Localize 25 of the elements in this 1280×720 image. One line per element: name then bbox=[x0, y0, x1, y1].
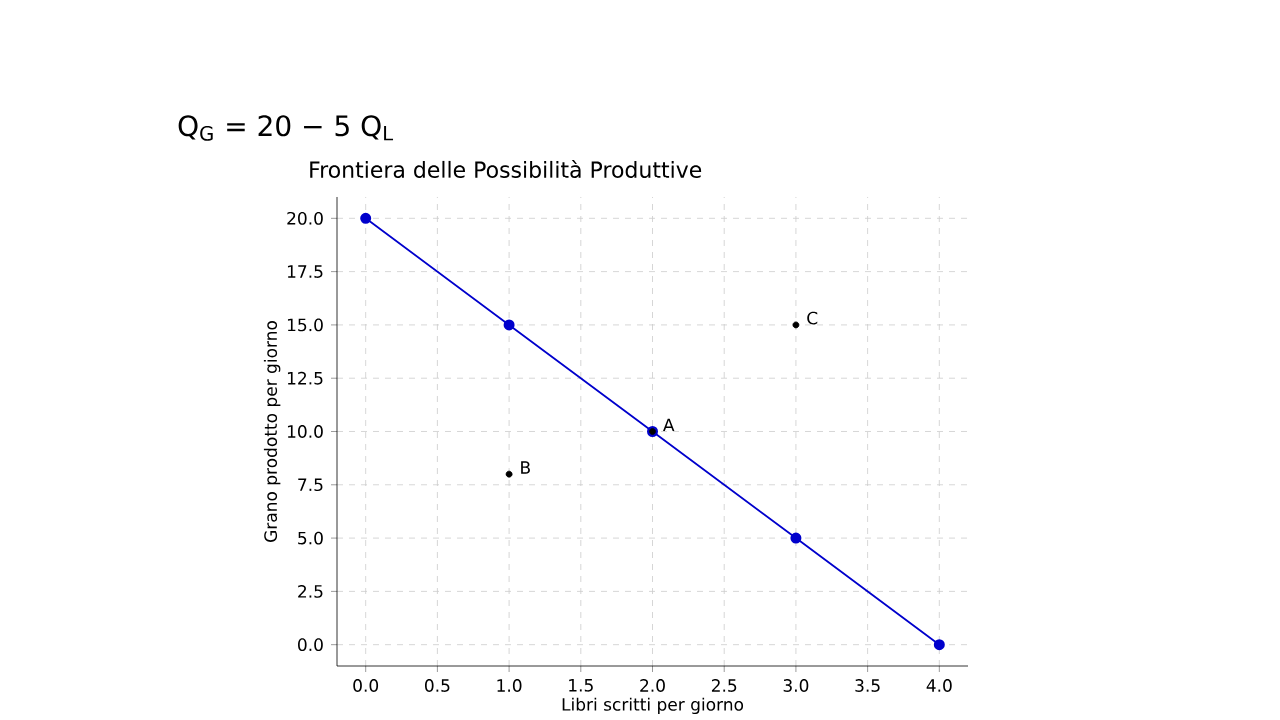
y-tick-label: 17.5 bbox=[287, 265, 323, 278]
annotation: A bbox=[663, 418, 675, 432]
x-tick-label: 3.0 bbox=[783, 679, 809, 692]
x-tick-label: 0.5 bbox=[425, 679, 450, 692]
x-tick-label: 1.5 bbox=[569, 679, 593, 692]
x-tick-label: 2.0 bbox=[640, 679, 665, 692]
y-tick-label: 7.5 bbox=[298, 478, 323, 492]
y-axis-title: Grano prodotto per giorno bbox=[263, 321, 281, 542]
y-tick-label: 15.0 bbox=[287, 318, 323, 332]
chart-title: Frontiera delle Possibilità Produttive bbox=[310, 160, 702, 178]
y-tick-label: 5.0 bbox=[298, 531, 323, 545]
x-tick-label: 2.5 bbox=[711, 679, 737, 692]
y-tick-label: 2.5 bbox=[298, 584, 323, 598]
y-tick-label: 12.5 bbox=[287, 371, 323, 385]
text: Q$_{G}$ = 20 − 5 Q$_{L}$ bbox=[178, 115, 394, 141]
x-tick-label: 4.0 bbox=[926, 679, 952, 692]
x-tick-label: 0.0 bbox=[353, 679, 379, 692]
annotation: C bbox=[807, 311, 818, 325]
x-tick-label: 3.5 bbox=[855, 679, 880, 692]
x-axis-title: Libri scritti per giorno bbox=[562, 697, 744, 715]
y-tick-label: 20.0 bbox=[287, 211, 323, 225]
x-tick-label: 1.0 bbox=[497, 679, 522, 692]
y-tick-label: 10.0 bbox=[287, 425, 323, 438]
annotation: B bbox=[521, 461, 530, 474]
y-tick-label: 0.0 bbox=[298, 638, 323, 652]
